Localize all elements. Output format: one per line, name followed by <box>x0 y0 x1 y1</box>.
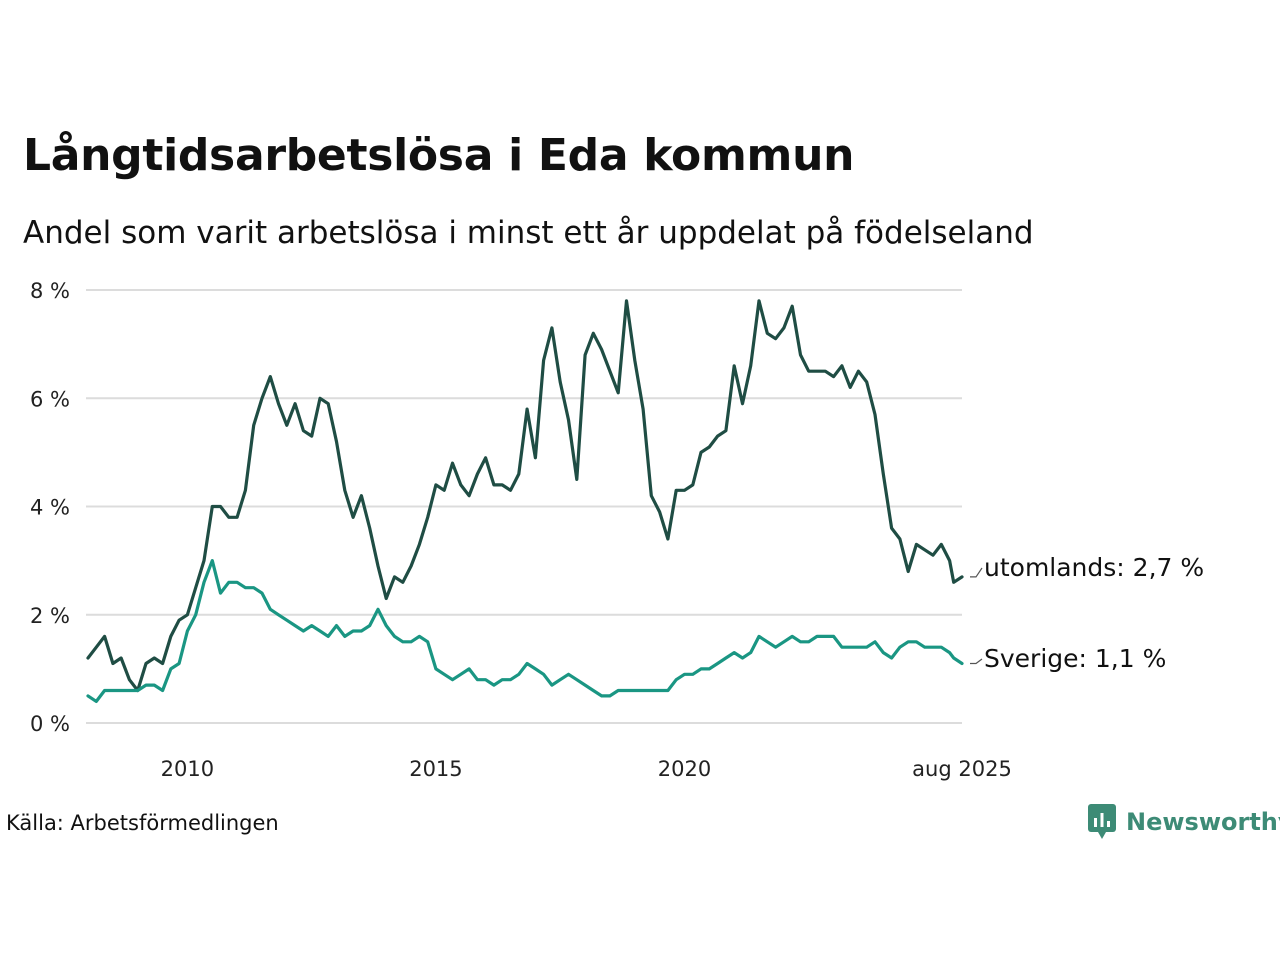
series-line-sverige <box>86 559 964 703</box>
grid-lines <box>86 289 962 724</box>
x-tick-label: aug 2025 <box>912 757 1012 781</box>
chart-subtitle: Andel som varit arbetslösa i minst ett å… <box>23 215 1034 251</box>
x-axis-ticks: 2010 2015 2020 aug 2025 <box>161 757 1012 781</box>
y-tick-label: 2 % <box>30 604 70 628</box>
y-tick-label: 8 % <box>30 279 70 303</box>
brand-logo[interactable]: Newsworthy <box>1088 804 1280 840</box>
end-labels: utomlands: 2,7 % Sverige: 1,1 % <box>970 553 1204 673</box>
y-axis-ticks: 0 % 2 % 4 % 6 % 8 % <box>30 279 70 736</box>
end-label-connector <box>970 567 983 578</box>
source-note: Källa: Arbetsförmedlingen <box>6 811 279 835</box>
end-label-connector <box>970 658 983 665</box>
series-line-utomlands <box>86 299 964 693</box>
y-tick-label: 6 % <box>30 387 70 411</box>
end-label-utomlands: utomlands: 2,7 % <box>984 553 1204 582</box>
y-tick-label: 4 % <box>30 496 70 520</box>
x-tick-label: 2020 <box>658 757 711 781</box>
x-tick-label: 2010 <box>161 757 214 781</box>
x-tick-label: 2015 <box>409 757 462 781</box>
chart-title: Långtidsarbetslösa i Eda kommun <box>23 130 855 181</box>
newsworthy-logo-icon <box>1088 804 1116 839</box>
end-label-sverige: Sverige: 1,1 % <box>984 644 1166 673</box>
y-tick-label: 0 % <box>30 712 70 736</box>
series-lines <box>86 299 964 703</box>
brand-name: Newsworthy <box>1126 808 1280 836</box>
